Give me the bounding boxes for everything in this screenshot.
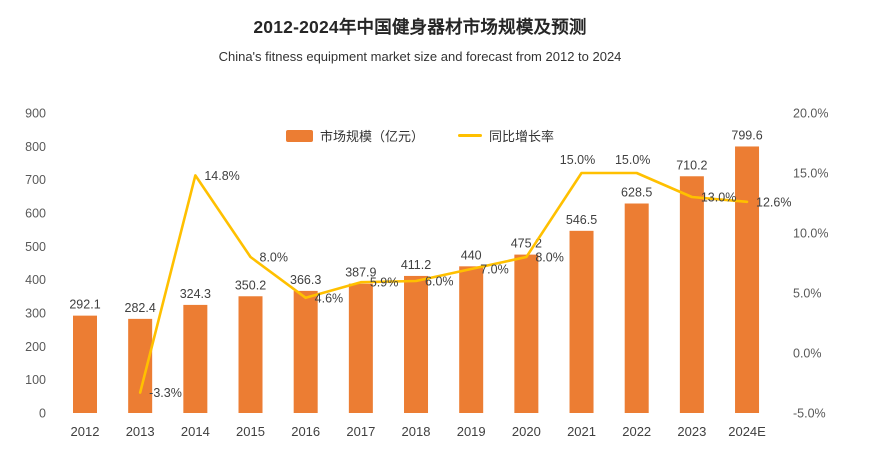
line-label-2023: 13.0% <box>701 191 736 205</box>
left-axis-tick: 300 <box>25 307 46 321</box>
x-tick-2020: 2020 <box>512 424 541 439</box>
left-axis-tick: 800 <box>25 140 46 154</box>
left-axis-tick: 0 <box>39 407 46 421</box>
bar-label-2019: 440 <box>461 248 482 262</box>
chart-title: 2012-2024年中国健身器材市场规模及预测 <box>253 17 587 37</box>
bar-label-2023: 710.2 <box>676 158 707 172</box>
left-axis-tick: 700 <box>25 173 46 187</box>
bar-label-2017: 387.9 <box>345 266 376 280</box>
x-tick-2012: 2012 <box>71 424 100 439</box>
right-axis-tick: 5.0% <box>793 287 822 301</box>
x-tick-2019: 2019 <box>457 424 486 439</box>
bar-2018 <box>404 275 429 413</box>
legend-item-market-size[interactable]: 市场规模（亿元） <box>285 126 424 145</box>
bar-label-2014: 324.3 <box>180 287 211 301</box>
bar-series-swatch-icon <box>285 129 313 142</box>
bar-2024E <box>735 146 760 413</box>
x-tick-2015: 2015 <box>236 424 265 439</box>
left-axis-tick: 600 <box>25 207 46 221</box>
bar-2017 <box>348 283 373 413</box>
bar-2021 <box>569 230 594 413</box>
x-tick-2021: 2021 <box>567 424 596 439</box>
bar-2016 <box>293 290 318 413</box>
bar-label-2022: 628.5 <box>621 186 652 200</box>
left-axis-tick: 400 <box>25 273 46 287</box>
bar-2012 <box>73 315 97 413</box>
line-label-2019: 7.0% <box>480 263 509 277</box>
bar-label-2018: 411.2 <box>401 258 431 272</box>
x-tick-2022: 2022 <box>622 424 651 439</box>
bar-label-2012: 292.1 <box>69 298 100 312</box>
bar-2019 <box>459 266 484 413</box>
growth-rate-line <box>138 171 749 394</box>
legend-item-growth-rate[interactable]: 同比增长率 <box>458 126 554 145</box>
x-tick-2018: 2018 <box>402 424 431 439</box>
right-axis-tick: -5.0% <box>793 407 826 421</box>
bar-label-2021: 546.5 <box>566 213 597 227</box>
x-tick-2013: 2013 <box>126 424 155 439</box>
line-label-2020: 8.0% <box>535 251 564 265</box>
line-label-2021: 15.0% <box>560 153 595 167</box>
x-tick-2024E: 2024E <box>728 424 766 439</box>
bar-2015 <box>238 296 263 413</box>
bar-label-2016: 366.3 <box>290 273 321 287</box>
line-label-2016: 4.6% <box>315 291 344 305</box>
right-axis-tick: 0.0% <box>793 347 822 361</box>
x-tick-2023: 2023 <box>677 424 706 439</box>
line-label-2015: 8.0% <box>260 251 289 265</box>
line-label-2022: 15.0% <box>615 153 650 167</box>
line-label-2014: 14.8% <box>204 169 239 183</box>
legend-label-growth-rate: 同比增长率 <box>489 129 555 144</box>
chart-subtitle: China's fitness equipment market size an… <box>218 49 622 64</box>
x-tick-2016: 2016 <box>291 424 320 439</box>
left-axis-tick: 100 <box>25 373 46 387</box>
right-axis-tick: 15.0% <box>793 167 828 181</box>
left-axis-tick: 200 <box>25 340 46 354</box>
bar-label-2015: 350.2 <box>235 278 266 292</box>
left-axis-tick: 900 <box>25 107 46 121</box>
bar-2014 <box>183 304 208 413</box>
line-label-2024E: 12.6% <box>756 195 791 209</box>
bar-2023 <box>679 176 704 413</box>
bar-2022 <box>624 203 649 413</box>
line-series-swatch-icon <box>458 134 482 137</box>
line-label-2018: 6.0% <box>425 275 454 289</box>
x-tick-2014: 2014 <box>181 424 210 439</box>
right-axis-tick: 10.0% <box>793 227 828 241</box>
bar-2020 <box>514 254 539 413</box>
bar-label-2013: 282.4 <box>125 301 156 315</box>
line-label-2017: 5.9% <box>370 276 399 290</box>
chart-legend: 市场规模（亿元） 同比增长率 <box>0 126 840 145</box>
right-axis-tick: 20.0% <box>793 107 828 121</box>
x-tick-2017: 2017 <box>346 424 375 439</box>
bar-label-2024E: 799.6 <box>731 128 762 142</box>
legend-label-market-size: 市场规模（亿元） <box>319 129 424 144</box>
left-axis-tick: 500 <box>25 240 46 254</box>
line-label-2013: -3.3% <box>149 386 182 400</box>
